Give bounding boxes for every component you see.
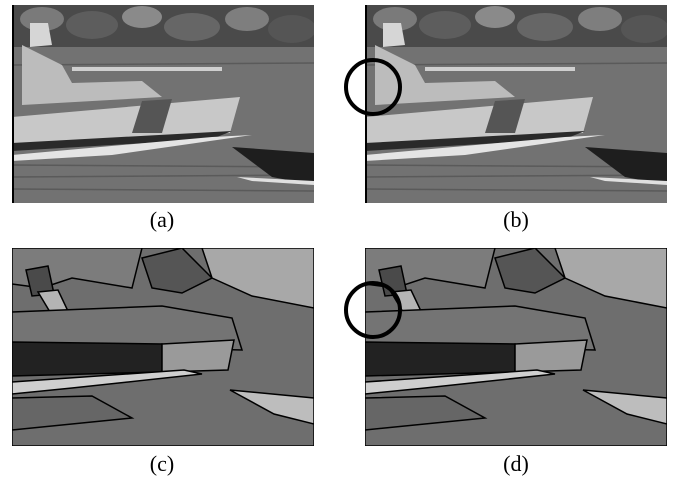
image-border <box>12 5 14 203</box>
caption: (a) <box>150 207 174 232</box>
caption: (d) <box>503 451 529 476</box>
caption: (c) <box>150 451 174 476</box>
image-a <box>12 5 316 203</box>
segmentation-d <box>365 248 667 446</box>
image-b <box>365 5 669 203</box>
segmentation-c <box>12 248 314 446</box>
image-border <box>365 5 367 203</box>
caption: (b) <box>503 207 529 232</box>
figure: (a) (b) (c) (d) <box>0 0 676 481</box>
